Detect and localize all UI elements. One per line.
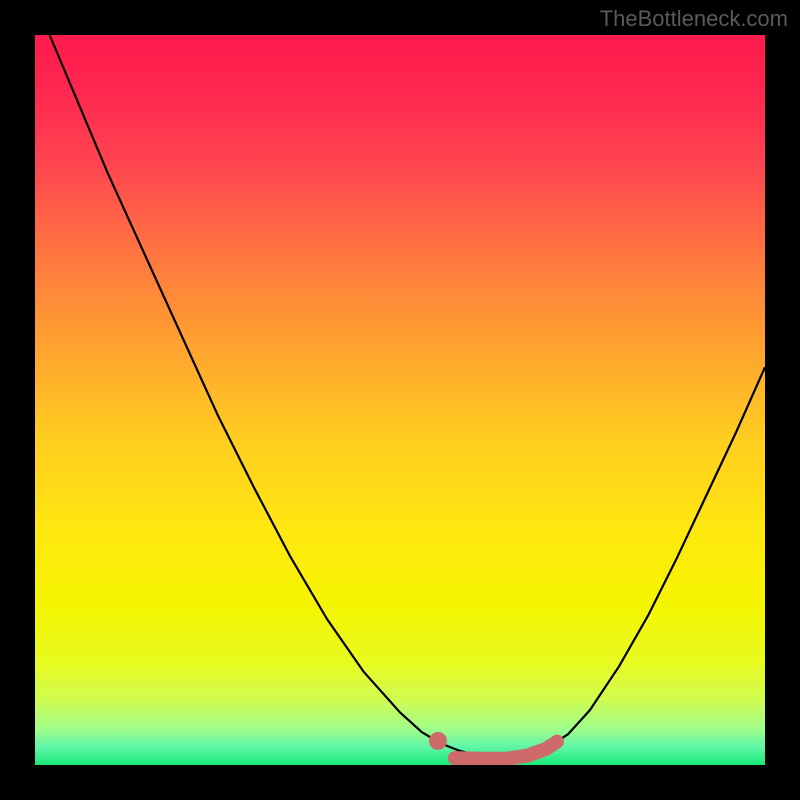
bottleneck-curve [50,35,765,758]
optimum-marker-stroke [455,742,557,759]
optimum-marker-dot [429,732,447,750]
chart-curve-layer [35,35,765,765]
watermark-text: TheBottleneck.com [600,6,788,32]
chart-plot-area [35,35,765,765]
